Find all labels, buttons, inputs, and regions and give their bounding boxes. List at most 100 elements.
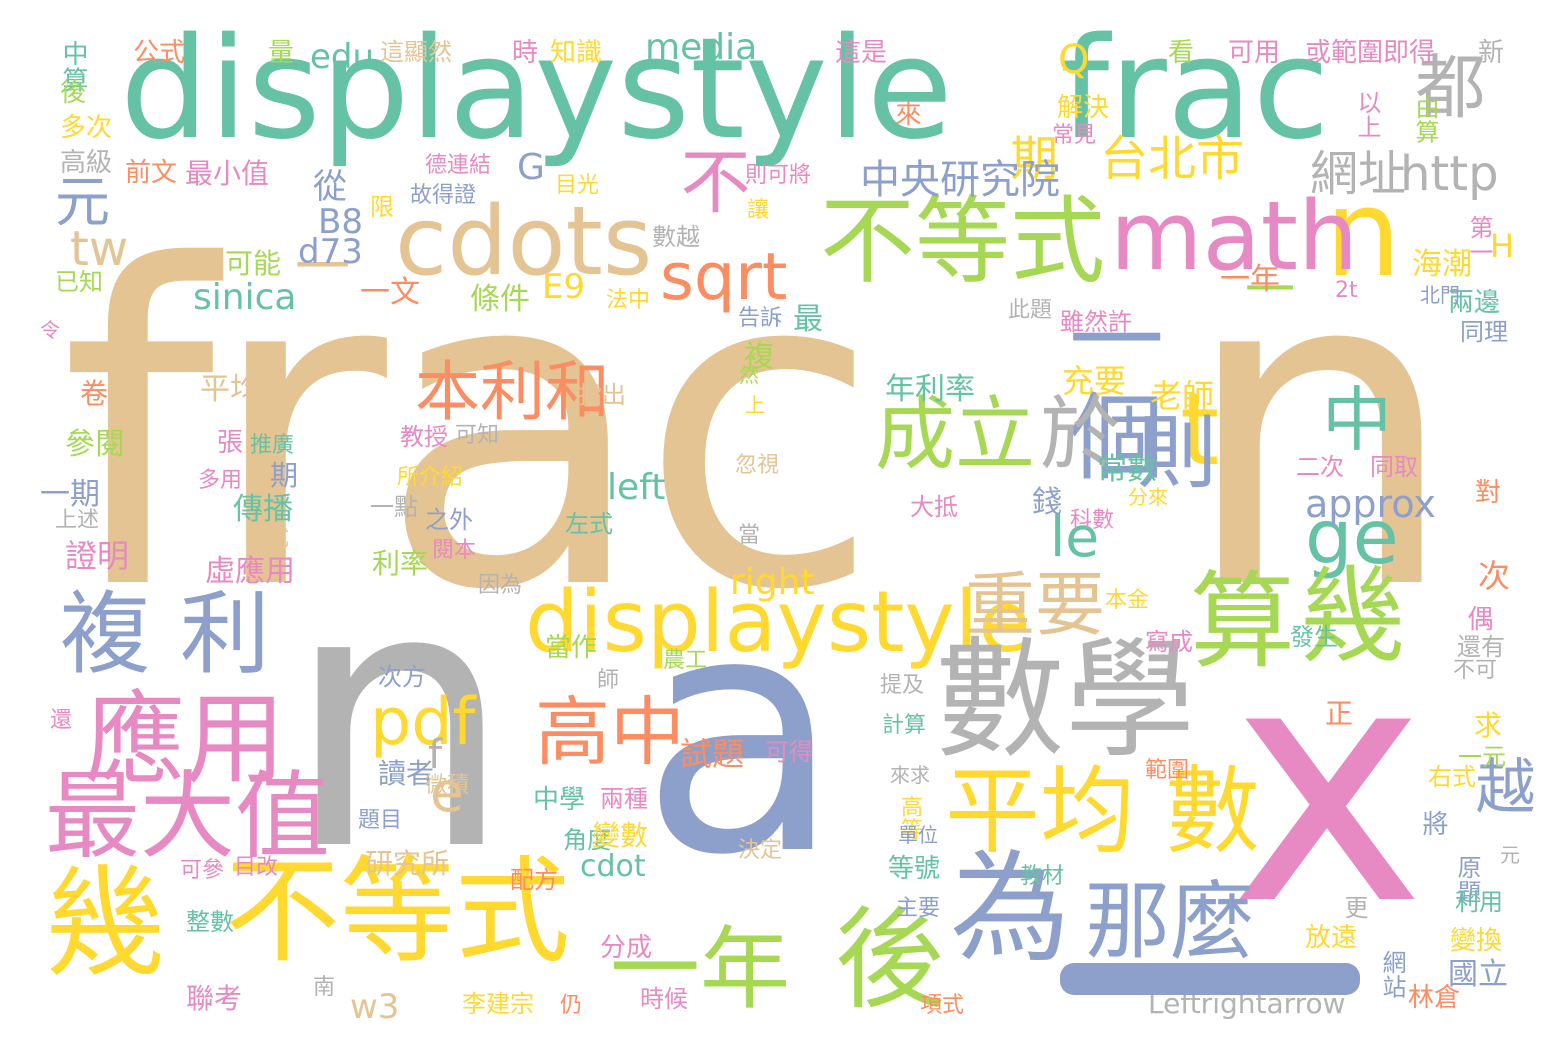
cloud-word: 一文: [360, 275, 420, 310]
cloud-word: 來求: [890, 763, 930, 787]
cloud-word: 常數: [1097, 452, 1157, 487]
cloud-word: 幾: [45, 855, 165, 994]
cloud-word: 海潮: [1412, 247, 1472, 282]
cloud-word: http: [1400, 146, 1499, 202]
cloud-word: 大抵: [910, 493, 958, 521]
cloud-word: 應用: [85, 681, 285, 798]
cloud-word: 則可將: [745, 163, 812, 188]
cloud-word: displaystyle: [120, 8, 953, 171]
cloud-word: 次方: [378, 663, 426, 691]
cloud-word: 讀者: [378, 757, 435, 790]
cloud-word: 角度: [563, 826, 611, 854]
cloud-word: 年利率: [885, 372, 975, 407]
cloud-word: 一個: [1053, 290, 1163, 484]
cloud-word: 平均: [200, 372, 260, 407]
cloud-word: 已知: [55, 268, 103, 296]
cloud-word: 虛應用: [205, 554, 295, 589]
cloud-word: 高級: [60, 148, 113, 178]
cloud-word: 多用: [198, 468, 243, 493]
cloud-word: frac: [60, 174, 881, 686]
cloud-word: 元: [55, 170, 111, 234]
cloud-word: 更: [1340, 895, 1368, 920]
cloud-word: 一年: [1220, 262, 1280, 297]
cloud-word: 參閱: [65, 427, 125, 462]
cloud-word: w3: [350, 987, 400, 1027]
cloud-word: H: [1490, 227, 1515, 265]
cloud-word: 法中: [606, 288, 651, 313]
cloud-word: 教授: [400, 423, 448, 451]
cloud-word: 目改: [234, 855, 279, 880]
cloud-word: 對: [1475, 478, 1502, 508]
cloud-word: 利率: [372, 547, 429, 580]
cloud-word: 2t: [1335, 278, 1358, 303]
cloud-word: 指出: [578, 381, 626, 409]
cloud-word: 中學: [533, 785, 586, 815]
cloud-word: 第一: [1465, 215, 1493, 264]
cloud-word: t: [1180, 371, 1220, 488]
cloud-word: 上述: [55, 508, 100, 533]
cloud-word: 決定: [738, 838, 783, 863]
cloud-word: 正: [1325, 697, 1354, 730]
cloud-word: 然: [739, 363, 759, 387]
cloud-word: 一期: [40, 477, 100, 512]
cloud-word: 時: [512, 38, 539, 68]
cloud-word: Q: [1058, 37, 1090, 83]
cloud-word: 這是: [835, 38, 888, 68]
cloud-word: 提及: [880, 673, 925, 698]
cloud-word: 於: [1040, 388, 1120, 481]
cloud-word: 為: [950, 840, 1070, 979]
cloud-word: 看: [1168, 38, 1195, 68]
cloud-word: 整數: [186, 908, 234, 936]
cloud-word: 李建宗: [462, 990, 534, 1018]
cloud-word: 限: [370, 193, 394, 221]
cloud-word: 林倉: [1408, 983, 1461, 1013]
cloud-word: 範圍: [1145, 758, 1190, 783]
cloud-word: 仍: [560, 993, 583, 1018]
cloud-word: x: [1230, 593, 1425, 977]
cloud-word: 一年: [610, 917, 790, 1022]
cloud-word: 知識: [550, 38, 603, 68]
cloud-word: 最大值: [45, 762, 331, 872]
cloud-word: 師: [597, 668, 620, 693]
cloud-word: approx: [1305, 482, 1436, 526]
cloud-word: 分來: [1128, 485, 1168, 509]
cloud-word: 所介紹: [397, 465, 464, 490]
cloud-word: 最: [793, 302, 823, 337]
cloud-word: 北門: [1420, 283, 1460, 307]
cloud-word: 聯考: [186, 982, 243, 1015]
cloud-word: tw: [70, 221, 129, 277]
cloud-word: pdf: [370, 685, 476, 760]
cloud-word: 題目: [358, 808, 403, 833]
cloud-word: 不可: [1453, 658, 1498, 683]
cloud-word: 可參: [180, 858, 225, 883]
cloud-word: 同理: [1460, 318, 1508, 346]
cloud-word: 忽視: [735, 453, 780, 478]
cloud-word: 元: [1500, 843, 1520, 867]
cloud-word: frac: [1060, 8, 1330, 171]
cloud-word: 高等: [897, 795, 922, 840]
cloud-word: right: [730, 562, 815, 603]
cloud-word: 由算: [1411, 95, 1439, 144]
cloud-word: le: [1050, 505, 1100, 569]
cloud-word: 當作: [545, 633, 598, 663]
cloud-word: 不等式: [820, 187, 1106, 297]
cloud-word: 量: [268, 38, 295, 68]
cloud-word: 將: [1418, 810, 1448, 837]
cloud-word: 來: [891, 100, 921, 127]
cloud-word: e: [430, 760, 464, 824]
cloud-word: 不等式: [225, 845, 571, 979]
cloud-word: 項式: [920, 993, 965, 1018]
cloud-word: 放遠: [1305, 923, 1358, 953]
cloud-word: 型式: [245, 526, 290, 551]
cloud-word: 這顯然: [380, 38, 452, 66]
cloud-word: 變換: [1450, 926, 1503, 956]
cloud-word: 那麼: [1085, 873, 1256, 972]
cloud-word: 配方: [510, 866, 558, 894]
cloud-word: 解決: [1057, 93, 1110, 123]
cloud-word: 告訴: [738, 306, 783, 331]
cloud-word: 高中: [535, 688, 686, 776]
cloud-word: 試題: [680, 735, 745, 773]
cloud-word: 本利和: [415, 355, 611, 430]
cloud-word: 平均: [945, 757, 1136, 867]
